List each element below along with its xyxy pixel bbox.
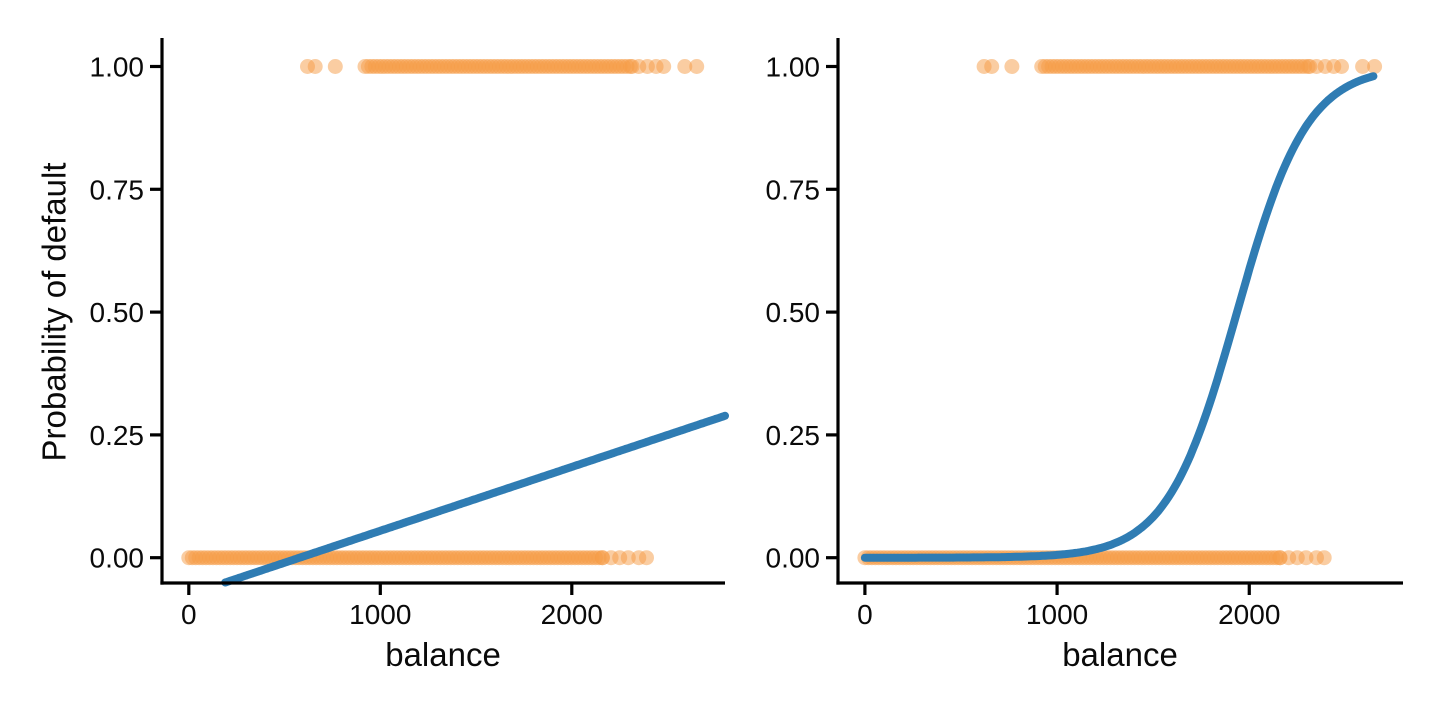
data-point [327,59,343,74]
y-axis-title: Probability of default [35,162,73,462]
logistic-fit-line [860,72,1378,562]
x-tick-label: 0 [857,599,873,630]
data-point [307,59,323,74]
data-point [677,59,693,74]
points-row-default-yes [300,59,705,74]
data-point [984,59,1000,74]
x-tick-label: 0 [181,599,197,630]
data-point [1004,59,1020,74]
y-tick-label: 0.75 [90,174,145,205]
data-point [1298,550,1314,566]
x-tick-label: 1000 [1026,599,1088,630]
x-axis-title-right: balance [1062,636,1178,673]
data-point [639,550,654,566]
data-point [1367,59,1383,74]
points-row-default-yes [976,59,1383,74]
y-tick-label: 0.50 [766,297,821,328]
data-point [656,59,672,74]
panel-linear-probability-model: 0 1000 2000 0.00 0.25 0.50 0.75 1.00 [90,38,729,630]
data-point [689,59,705,74]
y-tick-label: 0.00 [766,543,821,574]
y-tick-label: 0.00 [90,543,145,574]
data-point [620,550,636,566]
x-axis-title-left: balance [385,636,501,673]
x-tick-label: 2000 [541,599,603,630]
y-tick-label: 0.25 [90,420,145,451]
linear-fit-line [221,411,729,587]
y-tick-label: 1.00 [90,51,145,82]
y-tick-label: 1.00 [766,51,821,82]
points-row-default-no [181,550,654,566]
y-tick-label: 0.25 [766,420,821,451]
x-tick-label: 2000 [1218,599,1280,630]
y-tick-label: 0.75 [766,174,821,205]
y-tick-label: 0.50 [90,297,145,328]
data-point [1355,59,1371,74]
data-point [1334,59,1349,74]
x-tick-label: 1000 [349,599,411,630]
panel-logistic-regression-model: 0 1000 2000 0.00 0.25 0.50 0.75 1.00 [766,38,1403,630]
data-point [1316,550,1332,566]
